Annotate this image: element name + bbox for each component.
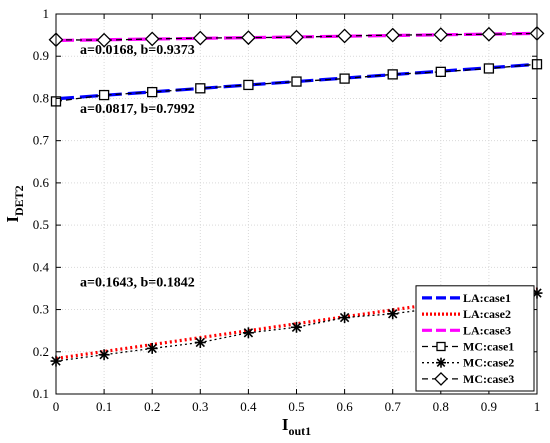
legend-label: LA:case3	[463, 323, 511, 337]
x-tick-label: 1	[534, 399, 541, 414]
y-tick-label: 1	[43, 6, 50, 21]
series-mc-case3	[48, 26, 545, 48]
x-tick-label: 0.8	[433, 399, 449, 414]
legend-label: MC:case2	[463, 356, 514, 370]
data-point-mc-case1	[483, 63, 495, 74]
legend-entry-la-case1: LA:case1	[422, 291, 511, 305]
y-tick-label: 0.2	[33, 344, 49, 359]
data-point-mc-case1	[147, 86, 158, 98]
fit-annotation: a=0.0168, b=0.9373	[80, 43, 195, 58]
axis-ticks: 0 0.1 0.2 0.3 0.4 0.5 0.6 0.7 0.8 0.9 1 0.1 0.2 0.3 0.…	[33, 6, 541, 414]
x-tick-label: 0.5	[288, 399, 304, 414]
x-tick-label: 0.2	[144, 399, 160, 414]
y-tick-label: 0.8	[33, 90, 49, 105]
data-point-mc-case3	[192, 30, 208, 46]
data-point-mc-case1	[243, 79, 254, 91]
data-point-mc-case3	[433, 27, 449, 43]
legend-label: LA:case1	[463, 291, 511, 305]
legend-label: MC:case3	[463, 372, 514, 386]
data-point-mc-case2	[291, 321, 302, 333]
data-point-mc-case3	[144, 31, 160, 47]
data-point-mc-case2	[242, 327, 254, 339]
data-point-mc-case1	[387, 69, 398, 80]
fit-annotation: a=0.0817, b=0.7992	[80, 102, 195, 117]
y-tick-label: 0.6	[33, 175, 50, 190]
y-tick-label: 0.7	[33, 133, 50, 148]
legend-entry-la-case3: LA:case3	[422, 323, 511, 337]
y-axis-label-sub: DET2	[12, 185, 26, 216]
data-point-mc-case1	[291, 76, 302, 87]
x-tick-label: 0.1	[96, 399, 112, 414]
x-tick-label: 0.6	[336, 399, 353, 414]
x-axis-label-main: I	[282, 415, 289, 434]
legend-box	[415, 285, 535, 392]
legend-marker	[436, 341, 446, 352]
legend-marker	[436, 357, 446, 368]
series-mc-case1	[50, 59, 543, 107]
data-point-mc-case3	[385, 27, 401, 43]
y-tick-label: 0.3	[33, 302, 49, 317]
x-tick-label: 0	[53, 399, 60, 414]
x-tick-label: 0.9	[481, 399, 497, 414]
data-point-mc-case2	[98, 349, 110, 361]
x-tick-label: 0.4	[240, 399, 257, 414]
legend-entry-mc-case2: MC:case2	[422, 356, 514, 370]
data-point-mc-case3	[481, 26, 497, 42]
y-tick-label: 0.5	[33, 217, 49, 232]
fit-annotation: a=0.1643, b=0.1842	[80, 275, 195, 290]
data-point-mc-case3	[289, 29, 304, 45]
data-point-mc-case3	[337, 28, 353, 44]
data-point-mc-case3	[240, 30, 256, 46]
x-axis-label: Iout1	[282, 415, 311, 438]
legend-entry-mc-case3: MC:case3	[422, 372, 514, 386]
data-point-mc-case2	[146, 342, 158, 354]
legend-marker	[434, 371, 448, 386]
legend-label: MC:case1	[463, 340, 514, 354]
legend-entry-la-case2: LA:case2	[422, 307, 511, 321]
y-axis-label-main: I	[3, 216, 22, 223]
series-line-la-case2	[55, 287, 538, 361]
data-point-mc-case1	[435, 66, 446, 77]
x-axis-label-sub: out1	[288, 424, 311, 438]
legend-entry-mc-case1: MC:case1	[422, 340, 514, 354]
plot-series	[48, 26, 545, 367]
y-tick-label: 0.9	[33, 48, 49, 63]
legend-label: LA:case2	[463, 307, 511, 321]
y-tick-label: 0.1	[33, 386, 49, 401]
data-point-mc-case2	[194, 336, 206, 348]
y-tick-label: 0.4	[33, 259, 50, 274]
data-point-mc-case1	[195, 83, 206, 94]
x-tick-label: 0.3	[192, 399, 208, 414]
data-point-mc-case1	[339, 73, 350, 84]
x-tick-label: 0.7	[385, 399, 402, 414]
y-axis-label: IDET2	[3, 185, 26, 222]
data-point-mc-case2	[387, 308, 399, 320]
data-point-mc-case3	[96, 32, 112, 48]
data-point-mc-case2	[339, 312, 351, 324]
legend: LA:case1 LA:case2 LA:case3 MC:case1 MC:case2…	[415, 285, 535, 392]
annotations: a=0.0168, b=0.9373 a=0.0817, b=0.7992 a=0.…	[80, 43, 195, 290]
grid	[55, 13, 538, 395]
data-point-mc-case1	[98, 89, 110, 101]
